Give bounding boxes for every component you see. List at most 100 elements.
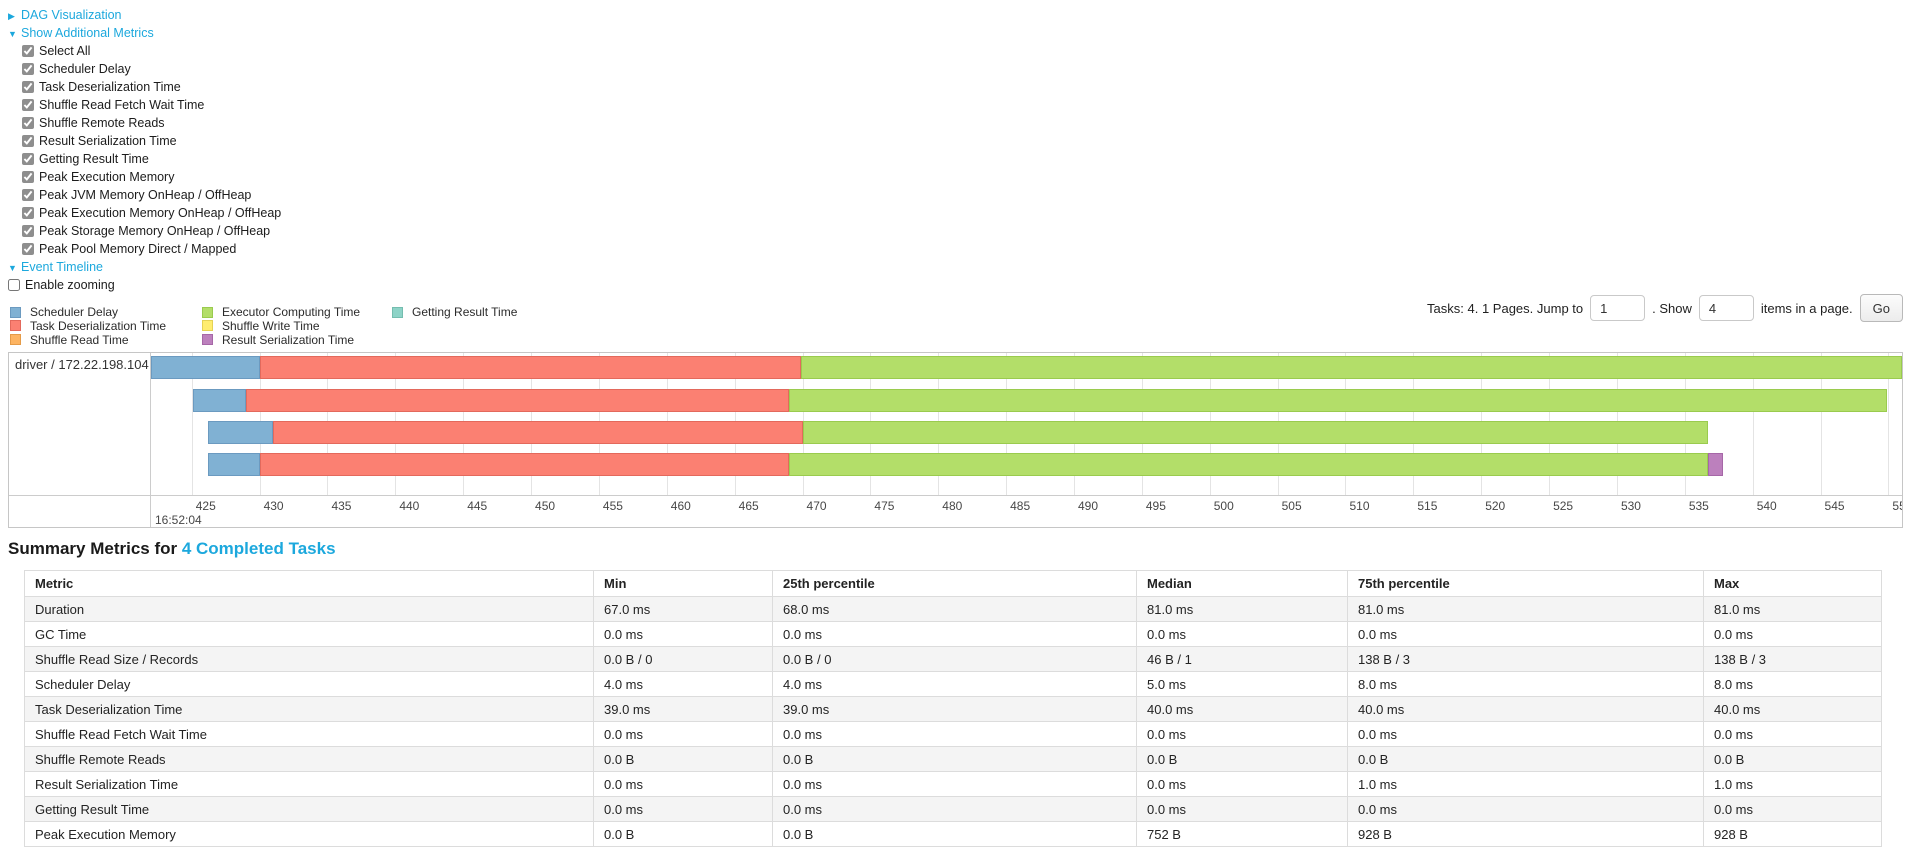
metric-value-cell: 0.0 ms — [1347, 621, 1704, 647]
table-header-cell: Max — [1703, 570, 1882, 597]
metric-checkbox[interactable] — [22, 189, 34, 201]
task-bar-segment-task-deserialization[interactable] — [273, 421, 803, 444]
metric-checkbox-item[interactable]: Peak JVM Memory OnHeap / OffHeap — [22, 186, 281, 204]
enable-zooming-label: Enable zooming — [25, 278, 115, 292]
go-button[interactable]: Go — [1859, 294, 1903, 322]
metric-checkbox[interactable] — [22, 117, 34, 129]
metric-checkbox-item[interactable]: Peak Execution Memory — [22, 168, 281, 186]
metric-checkbox-label: Peak JVM Memory OnHeap / OffHeap — [39, 188, 252, 202]
metric-checkbox[interactable] — [22, 153, 34, 165]
metric-name-cell: Peak Execution Memory — [24, 821, 594, 847]
metric-checkbox-item[interactable]: Getting Result Time — [22, 150, 281, 168]
task-bar-segment-scheduler-delay[interactable] — [208, 421, 274, 444]
metric-checkbox-label: Peak Execution Memory OnHeap / OffHeap — [39, 206, 282, 220]
metric-value-cell: 8.0 ms — [1347, 671, 1704, 697]
metric-checkbox[interactable] — [22, 207, 34, 219]
chevron-right-icon: ▶ — [8, 11, 15, 21]
axis-tick-label: 455 — [602, 499, 623, 513]
metric-value-cell: 4.0 ms — [593, 671, 773, 697]
table-row: Shuffle Read Fetch Wait Time 0.0 ms 0.0 ms… — [24, 721, 1882, 747]
task-bar-segment-task-deserialization[interactable] — [259, 453, 789, 476]
completed-tasks-link[interactable]: 4 Completed Tasks — [181, 539, 336, 558]
metric-checkbox-label: Shuffle Remote Reads — [39, 116, 165, 130]
table-row: Scheduler Delay 4.0 ms 4.0 ms 5.0 ms 8.0 ms 8… — [24, 671, 1882, 697]
legend-column: Getting Result Time — [392, 305, 517, 320]
metric-value-cell: 81.0 ms — [1136, 596, 1348, 622]
event-timeline-toggle[interactable]: ▼ Event Timeline — [8, 258, 281, 276]
metric-name-cell: Task Deserialization Time — [24, 696, 594, 722]
metric-checkbox-label: Peak Pool Memory Direct / Mapped — [39, 242, 237, 256]
task-bar-segment-task-deserialization[interactable] — [259, 356, 802, 379]
table-header-cell: 75th percentile — [1347, 570, 1704, 597]
chevron-down-icon: ▼ — [8, 29, 17, 39]
metric-value-cell: 0.0 ms — [593, 796, 773, 822]
table-body: Duration 67.0 ms 68.0 ms 81.0 ms 81.0 ms 81.0… — [24, 596, 1882, 847]
metric-checkbox-item[interactable]: Scheduler Delay — [22, 60, 281, 78]
metric-value-cell: 5.0 ms — [1136, 671, 1348, 697]
metric-checkbox[interactable] — [22, 135, 34, 147]
axis-tick-label: 520 — [1485, 499, 1506, 513]
legend-item: Scheduler Delay — [10, 305, 166, 320]
metric-checkbox[interactable] — [22, 225, 34, 237]
event-timeline-label: Event Timeline — [21, 260, 103, 274]
axis-tick-label: 530 — [1620, 499, 1641, 513]
task-bar-segment-executor-computing[interactable] — [801, 356, 1902, 379]
metric-checkbox-item[interactable]: Peak Storage Memory OnHeap / OffHeap — [22, 222, 281, 240]
task-bar-segment-scheduler-delay[interactable] — [193, 389, 246, 412]
timeline-corner — [9, 495, 151, 527]
table-header-cell: Median — [1136, 570, 1348, 597]
metric-value-cell: 0.0 ms — [1136, 721, 1348, 747]
show-additional-metrics-label: Show Additional Metrics — [21, 26, 154, 40]
metric-value-cell: 0.0 ms — [593, 721, 773, 747]
task-bar-segment-scheduler-delay[interactable] — [208, 453, 260, 476]
metric-checkbox-item[interactable]: Task Deserialization Time — [22, 78, 281, 96]
axis-tick-label: 550 — [1892, 499, 1902, 513]
show-additional-metrics-toggle[interactable]: ▼ Show Additional Metrics — [8, 24, 281, 42]
metric-checkbox[interactable] — [22, 45, 34, 57]
chevron-down-icon: ▼ — [8, 263, 17, 273]
task-bar-segment-executor-computing[interactable] — [802, 421, 1708, 444]
task-bar-segment-executor-computing[interactable] — [788, 453, 1708, 476]
metric-checkbox-item[interactable]: Peak Execution Memory OnHeap / OffHeap — [22, 204, 281, 222]
metric-value-cell: 752 B — [1136, 821, 1348, 847]
metric-checkbox[interactable] — [22, 81, 34, 93]
legend-label: Task Deserialization Time — [30, 318, 167, 333]
legend-label: Shuffle Read Time — [30, 332, 129, 347]
jump-to-page-input[interactable] — [1590, 295, 1646, 321]
summary-metrics-table: Metric Min 25th percentile Median 75th perce… — [24, 570, 1882, 847]
metric-checkbox-label: Select All — [39, 44, 91, 58]
metric-checkbox-item[interactable]: Peak Pool Memory Direct / Mapped — [22, 240, 281, 258]
metric-name-cell: Shuffle Read Fetch Wait Time — [24, 721, 594, 747]
axis-tick-label: 440 — [399, 499, 420, 513]
axis-gridline — [1752, 353, 1754, 495]
axis-tick-label: 485 — [1010, 499, 1031, 513]
metric-value-cell: 46 B / 1 — [1136, 646, 1348, 672]
metric-checkbox-label: Getting Result Time — [39, 152, 149, 166]
metric-name-cell: Duration — [24, 596, 594, 622]
page-size-input[interactable] — [1698, 295, 1754, 321]
metric-checkbox[interactable] — [22, 63, 34, 75]
metric-name-cell: GC Time — [24, 621, 594, 647]
task-bar-segment-task-deserialization[interactable] — [246, 389, 789, 412]
metric-checkbox-item[interactable]: Select All — [22, 42, 281, 60]
legend-label: Shuffle Write Time — [222, 318, 320, 333]
metric-value-cell: 0.0 B — [1703, 746, 1882, 772]
metric-checkbox-item[interactable]: Result Serialization Time — [22, 132, 281, 150]
enable-zooming-row[interactable]: Enable zooming — [8, 278, 115, 292]
axis-tick-label: 465 — [738, 499, 759, 513]
task-bar-segment-scheduler-delay[interactable] — [151, 356, 260, 379]
axis-tick-label: 490 — [1078, 499, 1099, 513]
axis-tick-label: 470 — [806, 499, 827, 513]
dag-visualization-toggle[interactable]: ▶ DAG Visualization — [8, 6, 281, 24]
axis-tick-label: 460 — [670, 499, 691, 513]
task-bar-segment-executor-computing[interactable] — [788, 389, 1888, 412]
enable-zooming-checkbox[interactable] — [8, 279, 20, 291]
metric-checkbox-item[interactable]: Shuffle Remote Reads — [22, 114, 281, 132]
metric-checkbox[interactable] — [22, 99, 34, 111]
legend-item: Shuffle Write Time — [202, 318, 360, 334]
metric-checkbox[interactable] — [22, 243, 34, 255]
metric-checkbox[interactable] — [22, 171, 34, 183]
metric-value-cell: 928 B — [1703, 821, 1882, 847]
task-bar-segment-result-serialization[interactable] — [1707, 453, 1723, 476]
metric-checkbox-item[interactable]: Shuffle Read Fetch Wait Time — [22, 96, 281, 114]
